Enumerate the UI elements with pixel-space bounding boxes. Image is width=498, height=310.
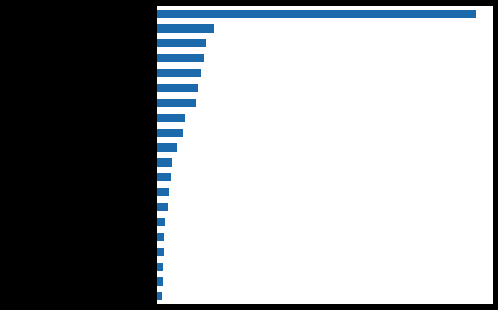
Bar — [157, 84, 198, 92]
Bar — [157, 277, 163, 286]
Bar — [157, 292, 162, 300]
Bar — [157, 114, 185, 122]
Bar — [157, 158, 172, 166]
Bar — [157, 248, 164, 256]
Bar — [157, 188, 169, 196]
Bar — [157, 173, 171, 181]
Bar — [157, 69, 201, 77]
Bar — [157, 54, 204, 62]
Bar — [157, 39, 207, 47]
Bar — [157, 24, 214, 33]
Bar — [157, 10, 476, 18]
Bar — [157, 233, 164, 241]
Bar — [157, 144, 177, 152]
Bar — [157, 203, 168, 211]
Bar — [157, 218, 165, 226]
Bar — [157, 129, 183, 137]
Bar — [157, 263, 163, 271]
Bar — [157, 99, 196, 107]
